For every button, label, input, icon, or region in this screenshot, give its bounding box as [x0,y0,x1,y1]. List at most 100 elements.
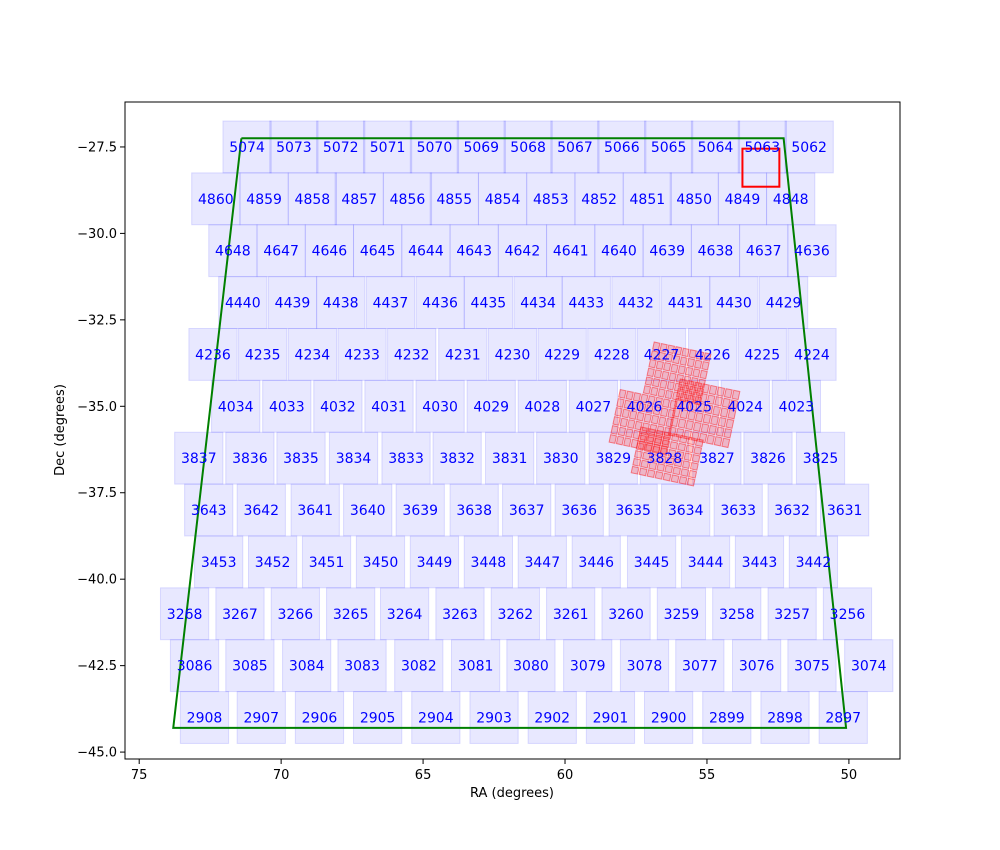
ccd-chip [680,468,690,477]
tile-label-3078: 3078 [627,659,663,675]
ccd-chip [662,472,672,482]
ccd-chip [658,416,667,427]
tile-4856 [382,172,433,226]
ccd-chip [652,405,662,416]
tile-3260 [601,587,651,641]
tile-4228 [587,327,637,381]
ccd-chip [708,424,718,436]
tile-label-3080: 3080 [513,659,549,675]
ccd-chip [669,416,679,428]
ccd-chip [697,378,706,389]
y-tick-label: −45.0 [77,746,117,761]
tile-2906 [294,691,345,744]
tile-3451 [301,535,352,589]
tile-label-4647: 4647 [263,244,299,260]
tile-4641 [546,224,596,278]
tile-4855 [429,172,479,226]
tile-label-3639: 3639 [402,503,438,519]
ccd-chip [677,418,687,429]
ccd-chip [694,438,704,448]
y-tick-label: −40.0 [77,573,117,588]
tile-3083 [337,639,387,693]
tile-label-4031: 4031 [371,399,407,415]
tile-label-4851: 4851 [630,192,666,208]
ccd-chip [727,408,737,420]
ccd-chip [665,417,674,428]
tile-4026 [619,379,670,433]
tile-label-5069: 5069 [463,140,499,156]
tile-label-2900: 2900 [651,711,687,727]
y-tick-label: −27.5 [77,140,117,155]
ccd-chip [630,465,640,475]
tile-4234 [287,327,337,381]
ccd-chip [625,390,634,401]
tile-4028 [517,379,567,433]
tile-4642 [497,224,548,278]
tile-2908 [179,691,230,744]
tile-4646 [304,224,355,278]
tile-3827 [692,431,742,485]
tile-3084 [282,639,332,693]
tile-4439 [267,276,318,329]
tile-label-3826: 3826 [750,451,786,467]
tile-2900 [644,691,694,744]
tile-label-3825: 3825 [803,451,839,467]
tile-3443 [734,535,785,589]
tile-label-3075: 3075 [794,659,830,675]
ccd-chip [669,399,678,410]
tile-label-4024: 4024 [727,399,763,415]
tile-3267 [215,587,265,641]
tile-label-5073: 5073 [276,140,312,156]
ccd-chip [663,426,672,437]
tile-label-3635: 3635 [615,503,651,519]
ccd-chip [664,389,674,400]
tile-4227 [636,327,687,381]
tile-label-3637: 3637 [509,503,545,519]
tile-4648 [208,224,258,278]
ccd-chip [661,398,671,409]
ccd-chip [693,381,703,393]
ccd-chip [639,393,649,404]
tile-4029 [466,379,516,433]
tile-3637 [502,483,552,537]
ccd-chip [677,365,686,375]
tile-label-3450: 3450 [363,555,399,571]
tile-4034 [211,379,261,433]
tile-label-3835: 3835 [283,451,319,467]
ccd-chip [621,408,631,419]
tile-4643 [449,224,499,278]
tile-3635 [608,483,658,537]
tile-3082 [394,639,444,693]
ccd-chip [646,428,656,437]
tile-label-4439: 4439 [275,296,311,312]
tile-3446 [571,535,621,589]
tile-label-4436: 4436 [422,296,458,312]
tile-label-3641: 3641 [297,503,333,519]
ccd-chip [683,389,693,401]
ccd-chip [646,469,656,479]
ccd-chip [673,397,683,408]
ccd-chip [688,385,697,396]
tile-5062 [784,120,834,174]
tile-label-4854: 4854 [485,192,521,208]
ccd-chip [686,477,696,487]
y-tick-label: −37.5 [77,486,117,501]
tile-3633 [713,483,763,537]
ccd-chip [616,397,625,408]
tile-3266 [270,587,320,641]
tile-label-4642: 4642 [505,244,541,260]
y-axis-label: Dec (degrees) [53,384,68,476]
ccd-chip [644,441,654,452]
tile-label-3081: 3081 [458,659,494,675]
ccd-chip [647,395,656,406]
ccd-chip [686,394,695,404]
ccd-chip [662,431,672,441]
ccd-chip [651,445,661,455]
ccd-chip [731,389,741,401]
ccd-chip [706,394,716,405]
ccd-chip [648,358,657,369]
ccd-chip [682,375,692,385]
ccd-chip [623,437,632,448]
tile-5070 [409,120,460,174]
tile-4852 [574,172,624,226]
